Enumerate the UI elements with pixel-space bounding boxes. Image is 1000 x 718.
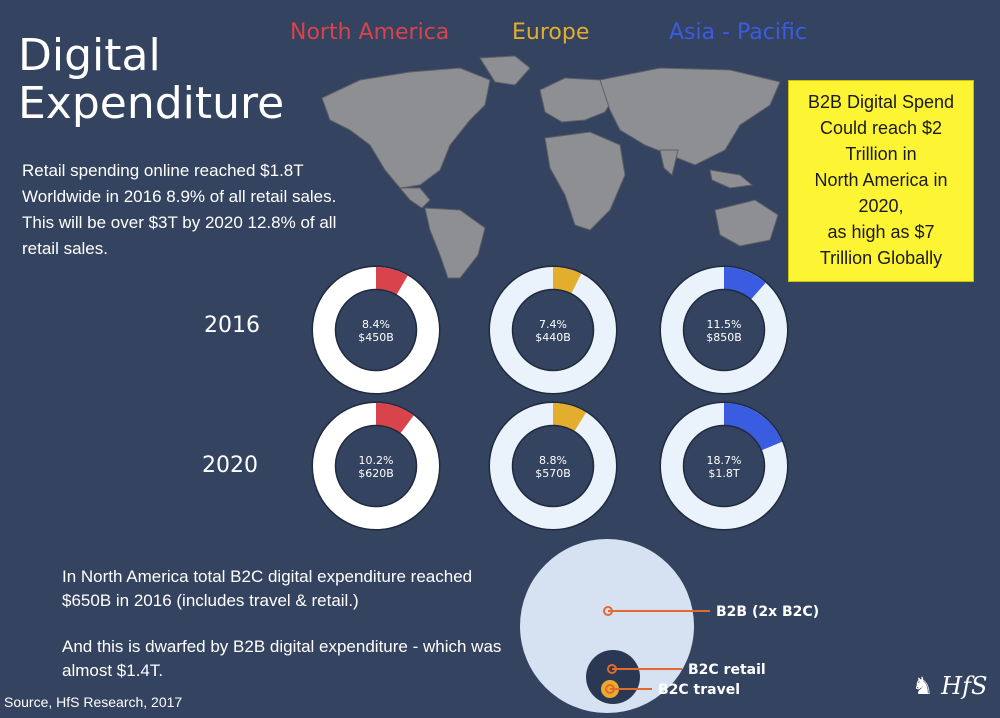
donut-hole: [682, 424, 766, 508]
region-label-asia-pacific: Asia - Pacific: [669, 20, 807, 45]
donut-value-label: $450B: [358, 331, 394, 344]
b2c-text: In North America total B2C digital expen…: [62, 565, 502, 705]
year-label-2016: 2016: [204, 313, 260, 338]
world-map: [321, 55, 781, 279]
b2c-retail-leader-dot: [607, 664, 617, 674]
b2b-label: B2B (2x B2C): [716, 604, 819, 620]
donut-slice-asia-pacific-2016: [661, 267, 787, 393]
donut-slice-asia-pacific-2020: [661, 403, 787, 529]
intro-paragraph-1: Retail spending online reached $1.8T Wor…: [22, 161, 337, 206]
donut-hole: [511, 288, 595, 372]
callout-line: Trillion Globally: [819, 248, 943, 268]
year-label-2020: 2020: [202, 453, 258, 478]
donut-value-label: $570B: [535, 467, 571, 480]
donut-value-label: $1.8T: [708, 467, 739, 480]
callout-line: North America in: [814, 170, 948, 190]
donut-hole: [334, 288, 418, 372]
donut-value-label: $620B: [358, 467, 394, 480]
b2c-paragraph-2: And this is dwarfed by B2B digital expen…: [62, 637, 502, 680]
donut-slice-europe-2020: [490, 403, 616, 529]
donut-percent-label: 8.8%: [539, 454, 567, 467]
donut-value-label: $850B: [706, 331, 742, 344]
region-label-north-america: North America: [290, 20, 450, 45]
callout-line: Trillion in: [845, 144, 917, 164]
donut-value-label: $440B: [535, 331, 571, 344]
donut-percent-label: 7.4%: [539, 318, 567, 331]
callout-line: B2B Digital Spend: [807, 92, 955, 112]
donut-hole: [511, 424, 595, 508]
donut-slice-north-america-2016: [313, 267, 439, 393]
donut-percent-label: 8.4%: [362, 318, 390, 331]
hfs-logo: ♞ HfS: [912, 672, 987, 700]
b2c-paragraph-1: In North America total B2C digital expen…: [62, 567, 473, 610]
b2c-travel-label: B2C travel: [658, 682, 740, 698]
region-label-europe: Europe: [512, 20, 590, 45]
donut-north-america-2020: 10.2%$620B: [311, 401, 441, 531]
b2c-retail-label: B2C retail: [688, 662, 766, 678]
b2c-travel-leader-dot: [605, 684, 615, 694]
donut-europe-2016: 7.4%$440B: [488, 265, 618, 395]
page-title: Digital Expenditure: [18, 32, 284, 128]
b2b-leader-dot: [603, 606, 613, 616]
intro-paragraph-2: This will be over $3T by 2020 12.8% of a…: [22, 213, 337, 258]
donut-percent-label: 18.7%: [707, 454, 742, 467]
title-line-1: Digital: [18, 30, 161, 81]
donut-asia-pacific-2016: 11.5%$850B: [659, 265, 789, 395]
source-note: Source, HfS Research, 2017: [4, 694, 183, 710]
donut-asia-pacific-2020: 18.7%$1.8T: [659, 401, 789, 531]
logo-text: HfS: [941, 672, 988, 700]
donut-hole: [682, 288, 766, 372]
b2c-retail-circle: [586, 650, 640, 704]
intro-text: Retail spending online reached $1.8T Wor…: [22, 158, 352, 262]
b2b-callout: B2B Digital Spend Could reach $2 Trillio…: [788, 80, 974, 282]
donut-europe-2020: 8.8%$570B: [488, 401, 618, 531]
donut-percent-label: 11.5%: [707, 318, 742, 331]
callout-line: as high as $7: [827, 222, 935, 242]
donut-slice-north-america-2020: [313, 403, 439, 529]
nested-circles-chart: B2B (2x B2C) B2C retail B2C travel: [520, 539, 819, 713]
callout-line: 2020,: [858, 196, 904, 216]
donut-percent-label: 10.2%: [359, 454, 394, 467]
donut-slice-europe-2016: [490, 267, 616, 393]
callout-line: Could reach $2: [819, 118, 943, 138]
horse-icon: ♞: [912, 672, 934, 700]
donut-north-america-2016: 8.4%$450B: [311, 265, 441, 395]
title-line-2: Expenditure: [18, 78, 285, 129]
donut-hole: [334, 424, 418, 508]
